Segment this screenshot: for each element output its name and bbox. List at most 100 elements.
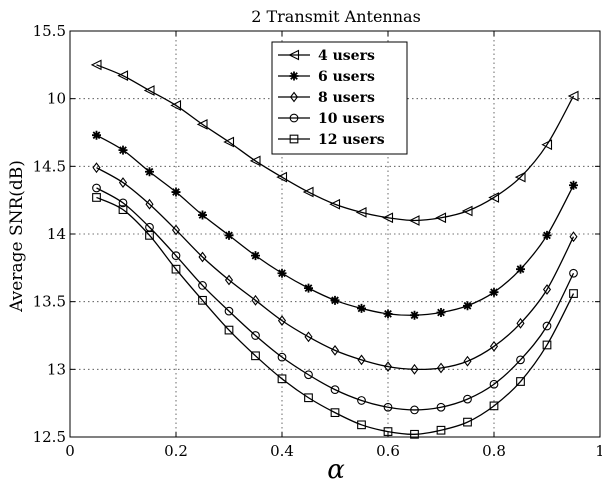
- series-group: [90, 59, 579, 439]
- star-strokes: [410, 310, 419, 320]
- data-point-diamond: [383, 361, 393, 373]
- data-point-square: [357, 420, 366, 430]
- y-tick-label: 10: [47, 90, 66, 108]
- legend-item: 4 users: [278, 48, 375, 64]
- data-point-triangle-left: [302, 186, 314, 198]
- data-point-circle: [92, 183, 101, 193]
- data-point-diamond: [92, 162, 101, 174]
- star-strokes: [569, 180, 578, 190]
- legend-item: 6 users: [278, 69, 375, 85]
- data-point-triangle-left: [223, 136, 235, 148]
- series-line: [96, 167, 575, 371]
- data-point-circle: [516, 355, 525, 365]
- data-point-circle: [171, 251, 181, 261]
- data-point-star: [410, 310, 419, 320]
- data-point-square: [330, 408, 340, 418]
- data-point-square: [289, 134, 299, 144]
- star-strokes: [289, 71, 299, 81]
- data-point-triangle-left: [382, 212, 394, 224]
- y-tick-label: 14: [47, 225, 66, 243]
- data-point-diamond: [410, 363, 419, 375]
- data-point-square: [436, 425, 446, 435]
- data-point-square: [489, 401, 499, 411]
- data-point-triangle-left: [435, 212, 447, 224]
- series-4: [92, 183, 578, 415]
- legend-label: 4 users: [318, 48, 375, 64]
- star-strokes: [516, 264, 525, 274]
- x-tick-label: 0.4: [270, 442, 294, 460]
- data-point-star: [304, 283, 313, 293]
- data-point-circle: [277, 352, 287, 362]
- data-point-diamond: [489, 340, 499, 352]
- data-point-square: [304, 393, 313, 403]
- series-1: [90, 59, 579, 226]
- data-point-circle: [289, 113, 299, 123]
- data-point-diamond: [542, 284, 552, 295]
- data-point-star: [489, 287, 499, 297]
- star-strokes: [357, 303, 366, 313]
- x-tick-label: 1: [595, 442, 602, 460]
- data-point-diamond: [304, 331, 313, 343]
- star-strokes: [304, 283, 313, 293]
- data-point-triangle-left: [541, 139, 553, 151]
- data-point-square: [145, 230, 154, 240]
- data-point-diamond: [516, 317, 525, 329]
- data-point-square: [277, 374, 287, 384]
- y-axis-label: Average SNR(dB): [7, 160, 27, 313]
- y-tick-label: 13: [47, 360, 66, 378]
- data-point-circle: [357, 396, 366, 405]
- data-point-circle: [410, 405, 419, 415]
- data-point-star: [383, 309, 393, 319]
- legend: 4 users 6 users 8 users 10 users 12 users: [271, 41, 408, 155]
- data-point-square: [171, 264, 181, 274]
- data-point-triangle-left: [143, 85, 155, 96]
- data-point-circle: [569, 268, 578, 278]
- data-point-triangle-left: [170, 100, 182, 111]
- legend-box: [271, 41, 408, 155]
- data-point-diamond: [277, 315, 287, 327]
- data-point-star: [330, 295, 340, 305]
- data-point-circle: [463, 394, 472, 404]
- data-point-square: [569, 289, 578, 298]
- series-2: [92, 130, 578, 320]
- data-point-triangle-left: [461, 205, 473, 217]
- y-tick-label: 13.5: [33, 293, 66, 311]
- x-tick-label: 0.2: [164, 442, 188, 460]
- data-point-square: [92, 193, 101, 202]
- star-strokes: [224, 230, 234, 240]
- data-point-diamond: [198, 251, 207, 263]
- data-point-triangle-left: [355, 206, 367, 218]
- legend-item: 8 users: [278, 90, 375, 106]
- data-point-star: [145, 167, 154, 177]
- data-point-triangle-left: [276, 171, 288, 183]
- data-point-square: [198, 295, 207, 305]
- data-point-diamond: [436, 362, 446, 374]
- series-line: [96, 187, 575, 411]
- star-strokes: [92, 130, 101, 140]
- data-point-triangle-left: [117, 70, 129, 82]
- axis-ticks: 0 0.2 0.4 0.6 0.8 1 12.5 13 13.5 14 14.5 10 15.5: [33, 22, 602, 460]
- legend-label: 12 users: [318, 132, 385, 148]
- data-point-circle: [489, 379, 499, 389]
- data-point-star: [357, 303, 366, 313]
- data-point-circle: [304, 370, 313, 380]
- y-tick-label: 15.5: [33, 22, 66, 40]
- series-5: [92, 193, 578, 439]
- data-point-triangle-left: [288, 49, 300, 61]
- x-tick-label: 0.6: [376, 442, 400, 460]
- data-point-triangle-left: [408, 215, 420, 226]
- chart-title: 2 Transmit Antennas: [251, 7, 421, 26]
- data-point-star: [92, 130, 101, 140]
- data-point-diamond: [463, 355, 472, 367]
- series-line: [96, 196, 575, 435]
- x-axis-label: α: [327, 455, 345, 485]
- data-point-square: [410, 429, 419, 439]
- star-strokes: [198, 210, 207, 220]
- star-strokes: [171, 187, 181, 197]
- data-point-star: [277, 268, 287, 278]
- data-point-star: [436, 307, 446, 317]
- data-point-circle: [251, 331, 260, 340]
- data-point-triangle-left: [514, 171, 526, 183]
- data-point-triangle-left: [90, 59, 102, 71]
